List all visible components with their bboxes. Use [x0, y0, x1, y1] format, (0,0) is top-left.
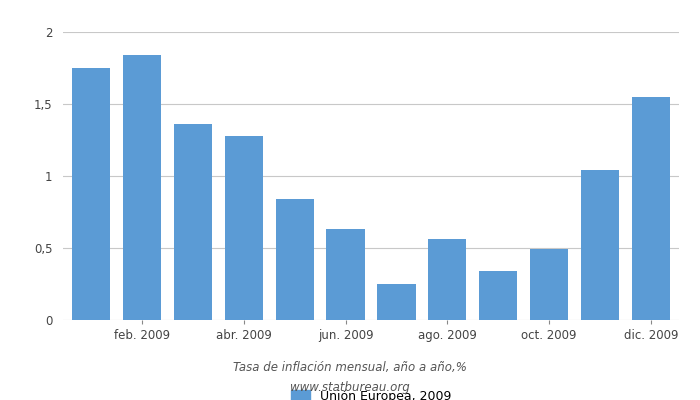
Text: Tasa de inflación mensual, año a año,%: Tasa de inflación mensual, año a año,%	[233, 361, 467, 374]
Bar	[632, 97, 670, 320]
Bar	[480, 271, 517, 320]
Bar	[377, 284, 416, 320]
Legend: Unión Europea, 2009: Unión Europea, 2009	[291, 390, 451, 400]
Bar	[72, 68, 110, 320]
Bar	[428, 239, 466, 320]
Text: www.statbureau.org: www.statbureau.org	[290, 381, 410, 394]
Bar	[530, 250, 568, 320]
Bar	[174, 124, 212, 320]
Bar	[225, 136, 262, 320]
Bar	[581, 170, 620, 320]
Bar	[326, 229, 365, 320]
Bar	[122, 55, 161, 320]
Bar	[276, 199, 314, 320]
